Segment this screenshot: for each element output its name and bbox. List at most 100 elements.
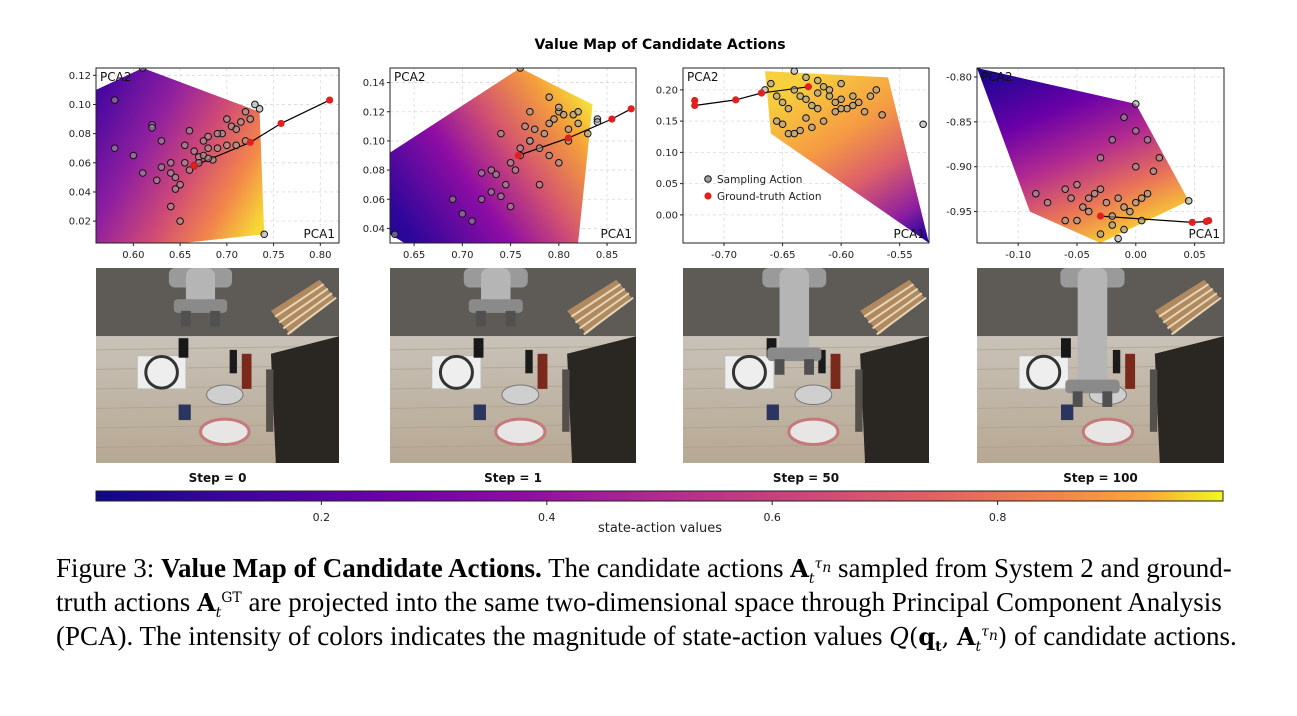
sampling-point xyxy=(477,195,486,204)
sampling-point xyxy=(1131,100,1140,108)
y-tick-label: 0.04 xyxy=(69,187,91,198)
sampling-point xyxy=(1096,185,1105,193)
sampling-point xyxy=(837,104,845,113)
sampling-point xyxy=(152,176,161,185)
sampling-point xyxy=(545,93,553,101)
x-tick-label: -0.55 xyxy=(887,250,913,261)
scene-box xyxy=(178,404,191,421)
scene-plate xyxy=(787,417,840,446)
scene-book xyxy=(241,353,252,389)
sampling-point xyxy=(593,118,602,126)
sampling-point xyxy=(110,144,119,153)
y-tick-label: 0.12 xyxy=(69,71,91,82)
x-tick-label: 0.70 xyxy=(216,250,238,261)
pca1-label: PCA1 xyxy=(304,227,335,241)
scene-mug xyxy=(473,338,484,358)
sampling-point xyxy=(1096,230,1105,238)
scene-gripper-finger xyxy=(804,359,814,375)
sampling-point xyxy=(1137,216,1146,225)
sampling-point xyxy=(190,147,198,155)
sampling-point xyxy=(819,82,828,91)
scene-wine-bottle xyxy=(525,349,533,374)
sampling-point xyxy=(199,137,208,145)
sampling-point xyxy=(246,115,255,123)
caption-text-2: sampled from System 2 and ground-truth a… xyxy=(56,553,1232,617)
scene-gripper xyxy=(767,347,822,362)
sampling-point xyxy=(204,144,212,153)
sampling-point xyxy=(1084,194,1093,202)
sampling-point xyxy=(831,98,840,107)
figure-title: Value Map of Candidate Actions xyxy=(534,37,785,53)
plot-frame xyxy=(389,67,637,244)
x-tick-label: -0.60 xyxy=(828,250,854,261)
sampling-point xyxy=(790,86,799,94)
ground-truth-point xyxy=(691,101,699,110)
legend-sampling-label: Sampling Action xyxy=(717,174,802,186)
value-map-panel: 0.65 0.70 0.75 0.80 0.85 0.04 0.06 0.08 0.10 0.12… xyxy=(363,67,637,261)
pca1-label: PCA1 xyxy=(601,227,632,241)
math-candidate-actions: Atτn xyxy=(790,554,832,587)
sampling-point xyxy=(1073,180,1081,189)
sampling-point xyxy=(796,126,804,135)
sampling-point xyxy=(837,79,845,88)
figure-canvas: 0.60 0.65 0.70 0.75 0.80 0.02 0.04 0.06 0.08 0.10… xyxy=(69,37,1225,536)
sampling-point xyxy=(1043,198,1052,207)
sampling-point xyxy=(813,89,822,97)
scene-gripper-finger xyxy=(505,310,516,327)
scene-burner xyxy=(438,354,474,390)
sampling-point xyxy=(831,107,840,116)
sampling-point xyxy=(813,76,822,85)
sampling-point xyxy=(1120,203,1128,211)
scene-wine-bottle xyxy=(229,349,237,374)
sampling-point xyxy=(223,141,231,150)
sampling-point xyxy=(166,202,175,211)
scene-cabinet xyxy=(567,336,636,463)
ground-truth-point xyxy=(190,162,198,170)
sampling-point xyxy=(497,129,505,138)
plot-frame xyxy=(95,67,340,244)
ground-truth-point xyxy=(564,134,573,142)
scene-wine-bottle xyxy=(1112,349,1121,374)
scene-burner xyxy=(731,354,767,390)
sampling-point xyxy=(849,92,857,100)
sampling-point xyxy=(866,92,875,100)
sampling-point xyxy=(458,210,467,218)
robot-scene-image xyxy=(96,268,339,463)
sampling-point xyxy=(1108,212,1117,220)
sampling-point xyxy=(849,101,857,110)
sampling-point xyxy=(176,180,184,189)
scene-bowl xyxy=(501,384,540,405)
scene-book xyxy=(1125,353,1136,389)
x-tick-label: 0.05 xyxy=(1183,250,1205,261)
scene-gripper-finger xyxy=(774,359,785,375)
sampling-point xyxy=(501,180,510,189)
sampling-point xyxy=(497,192,505,201)
sampling-point xyxy=(772,117,781,125)
sampling-point xyxy=(802,95,810,104)
sampling-point xyxy=(1114,194,1122,202)
sampling-point xyxy=(1084,207,1093,216)
sampling-point xyxy=(138,68,147,72)
scene-gripper xyxy=(173,299,228,313)
sampling-point xyxy=(166,169,175,177)
math-q-value: Q(qt, Atτn) xyxy=(889,622,1008,655)
sampling-point xyxy=(487,188,496,196)
ground-truth-point xyxy=(1188,218,1196,226)
x-tick-label: 0.65 xyxy=(169,250,191,261)
sampling-point xyxy=(255,105,264,113)
sampling-point xyxy=(1131,162,1140,171)
step-label: Step = 0 xyxy=(189,471,247,485)
ground-truth-trajectory xyxy=(518,108,632,157)
sampling-point xyxy=(819,117,828,125)
value-map-panel: -0.10 -0.05 0.00 0.05 -0.95 -0.90 -0.85 -0.80 PC… xyxy=(946,67,1225,261)
x-tick-label: -0.05 xyxy=(1064,250,1090,261)
scene-burner xyxy=(144,355,179,390)
value-map-panel: -0.70 -0.65 -0.60 -0.55 0.00 0.05 0.10 0.15 0.20… xyxy=(656,67,930,261)
caption-text-3: are projected into the same two-dimensio… xyxy=(56,587,1222,651)
sampling-point xyxy=(540,129,549,138)
sampling-point xyxy=(784,104,793,113)
colorbar-label: state-action values xyxy=(598,521,722,536)
y-tick-label: 0.12 xyxy=(363,107,385,118)
x-tick-label: 0.80 xyxy=(309,250,331,261)
sampling-point xyxy=(1131,127,1140,135)
